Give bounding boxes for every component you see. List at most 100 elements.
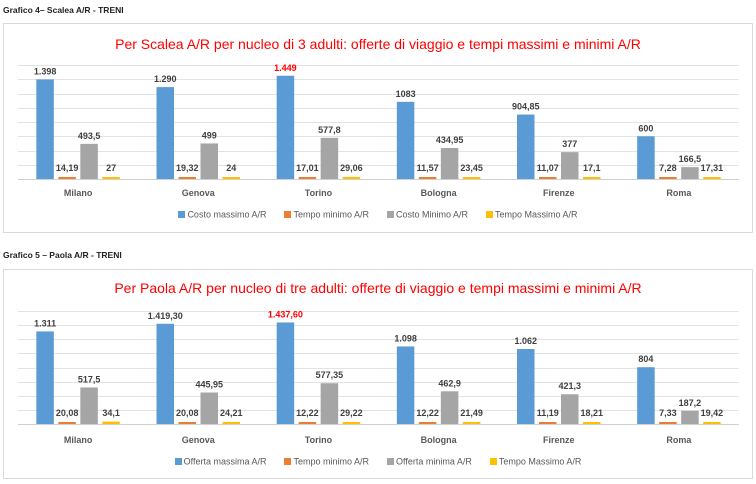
x-tick-label: Milano <box>64 435 93 445</box>
legend-swatch-icon <box>284 458 292 466</box>
x-tick-label: Genova <box>182 435 216 445</box>
data-label: 1.062 <box>514 336 537 346</box>
bar-offerta-minima-a-r-torino <box>320 383 339 424</box>
x-tick-label: Firenze <box>543 435 575 445</box>
data-label: 20,08 <box>176 408 199 418</box>
bar-tempo-minimo-a-r-roma <box>659 422 677 424</box>
bar-offerta-massima-a-r-firenze <box>517 348 535 424</box>
data-label: 1.311 <box>34 318 56 328</box>
x-tick-label: Genova <box>182 188 216 198</box>
data-label: 29,06 <box>340 163 363 173</box>
data-label: 1.437,60 <box>268 309 303 319</box>
data-label: 166,5 <box>679 154 702 164</box>
chart-caption-scalea: Grafico 4– Scalea A/R - TRENI <box>3 5 124 15</box>
x-tick-label: Bologna <box>421 188 458 198</box>
data-label: 493,5 <box>78 131 101 141</box>
bar-tempo-massimo-a-r-bologna <box>462 422 481 424</box>
bar-costo-massimo-a-r-firenze <box>517 114 535 179</box>
data-label: 904,85 <box>512 102 540 112</box>
bar-tempo-massimo-a-r-milano <box>102 421 120 424</box>
legend-item: Offerta minima A/R <box>387 456 472 467</box>
bar-tempo-minimo-a-r-genova <box>178 422 196 424</box>
data-label: 11,57 <box>417 163 439 173</box>
bar-offerta-minima-a-r-genova <box>200 392 218 424</box>
data-label: 517,5 <box>78 374 101 384</box>
legend-swatch-icon <box>284 211 292 219</box>
bar-offerta-minima-a-r-bologna <box>440 391 459 424</box>
bar-tempo-minimo-a-r-genova <box>178 177 196 179</box>
bar-tempo-minimo-a-r-firenze <box>539 422 557 424</box>
data-label: 577,8 <box>318 125 341 135</box>
bar-costo-massimo-a-r-bologna <box>396 101 415 179</box>
chart-title-scalea: Per Scalea A/R per nucleo di 3 adulti: o… <box>115 36 641 52</box>
legend-swatch-icon <box>489 458 497 466</box>
x-tick-label: Torino <box>305 188 333 198</box>
bar-costo-minimo-a-r-genova <box>200 143 218 179</box>
data-label: 12,22 <box>296 408 319 418</box>
chart-plot-scalea: 1.398 14,19 493,5 27 Milano 1.290 19,32 499 24 Ge… <box>18 63 739 198</box>
bar-costo-massimo-a-r-roma <box>637 136 655 179</box>
data-label: 7,28 <box>659 163 677 173</box>
data-label: 19,32 <box>176 163 199 173</box>
x-tick-label: Milano <box>64 188 93 198</box>
bar-costo-massimo-a-r-torino <box>276 75 295 179</box>
bar-tempo-massimo-a-r-genova <box>222 177 240 179</box>
bar-costo-minimo-a-r-firenze <box>561 152 579 179</box>
legend-item: Costo massimo A/R <box>178 209 266 220</box>
bar-costo-minimo-a-r-roma <box>681 167 699 179</box>
data-label: 17,1 <box>583 163 601 173</box>
chart-title-paola: Per Paola A/R per nucleo di tre adulti: … <box>114 280 642 296</box>
data-label: 20,08 <box>56 408 79 418</box>
data-label: 17,01 <box>296 163 319 173</box>
x-tick-label: Firenze <box>543 188 575 198</box>
data-label: 499 <box>202 130 217 140</box>
data-label: 29,22 <box>340 408 363 418</box>
bar-offerta-massima-a-r-bologna <box>396 346 415 424</box>
bar-offerta-minima-a-r-firenze <box>561 394 579 424</box>
data-label: 1083 <box>396 89 416 99</box>
data-label: 11,19 <box>537 408 559 418</box>
legend-swatch-icon <box>387 211 394 219</box>
legend-label: Offerta massima A/R <box>183 456 267 467</box>
x-tick-label: Torino <box>305 435 333 445</box>
x-tick-label: Bologna <box>421 435 458 445</box>
data-label: 12,22 <box>416 408 439 418</box>
data-label: 377 <box>562 139 577 149</box>
legend-item: Tempo Massimo A/R <box>486 209 578 220</box>
chart-legend-paola: Offerta massima A/R Tempo minimo A/R Offer… <box>4 456 752 467</box>
legend-swatch-icon <box>387 458 394 466</box>
data-label: 600 <box>638 123 653 133</box>
data-label: 187,2 <box>679 398 702 408</box>
legend-item: Offerta massima A/R <box>174 456 267 467</box>
x-tick-label: Roma <box>666 188 692 198</box>
bar-tempo-massimo-a-r-roma <box>703 177 721 179</box>
data-label: 19,42 <box>701 408 724 418</box>
chart-caption-paola: Grafico 5 – Paola A/R - TRENI <box>3 250 122 260</box>
chart-scalea: Per Scalea A/R per nucleo di 3 adulti: o… <box>3 23 753 233</box>
data-label: 421,3 <box>558 381 581 391</box>
data-label: 18,21 <box>580 408 603 418</box>
bar-tempo-minimo-a-r-torino <box>298 422 317 424</box>
bar-offerta-massima-a-r-roma <box>637 367 655 424</box>
bar-costo-minimo-a-r-torino <box>320 137 339 179</box>
data-label: 24,21 <box>220 408 243 418</box>
legend-label: Costo massimo A/R <box>187 209 267 220</box>
data-label: 445,95 <box>195 380 223 390</box>
data-label: 1.098 <box>394 333 417 343</box>
bar-offerta-massima-a-r-milano <box>36 331 54 424</box>
bar-tempo-massimo-a-r-genova <box>222 422 240 424</box>
legend-item: Tempo minimo A/R <box>284 456 369 467</box>
bar-tempo-minimo-a-r-bologna <box>418 177 437 179</box>
chart-legend-scalea: Costo massimo A/R Tempo minimo A/R Costo M… <box>4 209 752 220</box>
bar-tempo-massimo-a-r-bologna <box>462 177 481 179</box>
legend-label: Offerta minima A/R <box>396 456 472 467</box>
data-label: 24 <box>226 163 236 173</box>
bar-tempo-minimo-a-r-roma <box>659 177 677 179</box>
data-label: 804 <box>638 354 653 364</box>
data-label: 17,31 <box>701 163 724 173</box>
data-label: 27 <box>106 163 116 173</box>
bar-tempo-minimo-a-r-torino <box>298 177 317 179</box>
bar-offerta-minima-a-r-roma <box>681 410 699 424</box>
bar-tempo-massimo-a-r-torino <box>342 176 361 179</box>
legend-label: Tempo Massimo A/R <box>495 209 578 220</box>
